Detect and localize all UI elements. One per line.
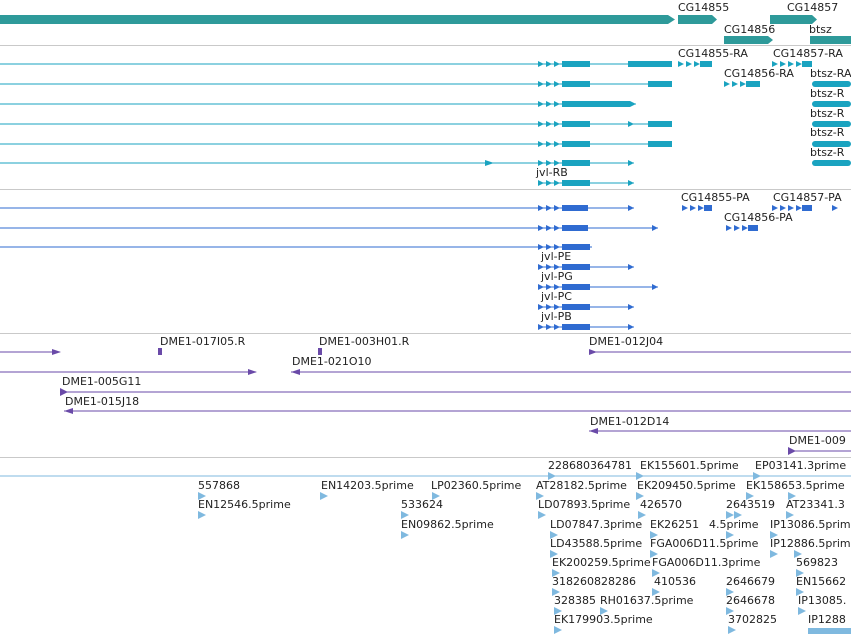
est-label[interactable]: EK179903.5prime bbox=[554, 613, 653, 626]
est-label[interactable]: 2646678 bbox=[726, 594, 775, 607]
gene-label-btsz[interactable]: btsz bbox=[809, 23, 832, 36]
est-glyphs bbox=[0, 472, 851, 634]
protein-label-jvl-pe[interactable]: jvl-PE bbox=[541, 250, 572, 263]
est-label[interactable]: 410536 bbox=[654, 575, 696, 588]
est-label[interactable]: IP13085. bbox=[798, 594, 847, 607]
gene-label-cg14855[interactable]: CG14855 bbox=[678, 1, 730, 14]
est-label[interactable]: 569823 bbox=[796, 556, 838, 569]
track-divider bbox=[0, 45, 851, 46]
protein-glyphs bbox=[0, 205, 838, 330]
transcript-label-btsz[interactable]: btsz-R bbox=[810, 107, 845, 120]
est-label[interactable]: EK209450.5prime bbox=[637, 479, 736, 492]
est-label[interactable]: 328385 bbox=[554, 594, 596, 607]
protein-label-cg14855-pa[interactable]: CG14855-PA bbox=[681, 191, 750, 204]
est-label[interactable]: EP03141.3prime bbox=[755, 459, 847, 472]
est-track: 228680364781 EK155601.5prime EP03141.3pr… bbox=[0, 458, 851, 641]
track-divider bbox=[0, 333, 851, 334]
clone-label-017i05[interactable]: DME1-017I05.R bbox=[160, 335, 246, 348]
est-label[interactable]: RH01637.5prime bbox=[600, 594, 694, 607]
protein-label-cg14856-pa[interactable]: CG14856-PA bbox=[724, 211, 793, 224]
gene-glyph-cg14857 bbox=[770, 15, 817, 24]
est-label[interactable]: 533624 bbox=[401, 498, 443, 511]
est-label[interactable]: EN09862.5prime bbox=[401, 518, 494, 531]
est-label[interactable]: IP12886.5prime bbox=[770, 537, 851, 550]
gene-glyph-btsz bbox=[810, 36, 851, 44]
gene-glyph-jvl bbox=[0, 15, 675, 24]
transcript-track: CG14855-RA CG14857-RA CG14856-RA btsz-RA… bbox=[0, 46, 851, 188]
clone-label-012j04[interactable]: DME1-012J04 bbox=[589, 335, 664, 348]
est-label[interactable]: EN15662 bbox=[796, 575, 847, 588]
clone-label-005g11[interactable]: DME1-005G11 bbox=[62, 375, 142, 388]
est-label[interactable]: IP1288 bbox=[808, 613, 846, 626]
est-label[interactable]: LD07847.3prime bbox=[550, 518, 643, 531]
est-label[interactable]: 228680364781 bbox=[548, 459, 632, 472]
gene-glyph-cg14855 bbox=[678, 15, 717, 24]
gene-glyphs bbox=[0, 15, 851, 44]
est-label[interactable]: 426570 bbox=[640, 498, 682, 511]
est-label[interactable]: 4.5prime bbox=[709, 518, 759, 531]
est-label[interactable]: LD07893.5prime bbox=[538, 498, 631, 511]
est-label[interactable]: AT23341.3 bbox=[786, 498, 845, 511]
transcript-label-btsz[interactable]: btsz-R bbox=[810, 126, 845, 139]
protein-label-jvl-pb[interactable]: jvl-PB bbox=[541, 310, 572, 323]
protein-label-cg14857-pa[interactable]: CG14857-PA bbox=[773, 191, 842, 204]
clone-label-012d14[interactable]: DME1-012D14 bbox=[590, 415, 670, 428]
transcript-label-btsz[interactable]: btsz-R bbox=[810, 146, 845, 159]
est-label[interactable]: EK26251 bbox=[650, 518, 700, 531]
est-label[interactable]: 2646679 bbox=[726, 575, 775, 588]
transcript-label-btsz[interactable]: btsz-R bbox=[810, 87, 845, 100]
transcript-label-cg14855-ra[interactable]: CG14855-RA bbox=[678, 47, 748, 60]
est-label[interactable]: FGA006D11.3prime bbox=[652, 556, 761, 569]
protein-track: CG14855-PA CG14857-PA CG14856-PA jvl-PE … bbox=[0, 190, 851, 332]
est-label[interactable]: 2643519 bbox=[726, 498, 775, 511]
track-divider bbox=[0, 457, 851, 458]
transcript-label-cg14857-ra[interactable]: CG14857-RA bbox=[773, 47, 843, 60]
est-label[interactable]: FGA006D11.5prime bbox=[650, 537, 759, 550]
est-label[interactable]: EK158653.5prime bbox=[746, 479, 845, 492]
est-label[interactable]: 557868 bbox=[198, 479, 240, 492]
est-label[interactable]: EN12546.5prime bbox=[198, 498, 291, 511]
protein-label-jvl-pg[interactable]: jvl-PG bbox=[541, 270, 573, 283]
clone-label-009[interactable]: DME1-009 bbox=[789, 434, 846, 447]
est-label[interactable]: IP13086.5prime bbox=[770, 518, 851, 531]
gene-glyph-cg14856 bbox=[724, 36, 773, 44]
clone-label-021o10[interactable]: DME1-021O10 bbox=[292, 355, 372, 368]
gene-label-cg14856[interactable]: CG14856 bbox=[724, 23, 776, 36]
track-divider bbox=[0, 189, 851, 190]
transcript-label-cg14856-ra[interactable]: CG14856-RA bbox=[724, 67, 794, 80]
est-label[interactable]: LP02360.5prime bbox=[431, 479, 522, 492]
est-label[interactable]: 318260828286 bbox=[552, 575, 636, 588]
gene-track: CG14855 CG14857 CG14856 btsz bbox=[0, 0, 851, 44]
est-label[interactable]: AT28182.5prime bbox=[536, 479, 627, 492]
clone-track: DME1-017I05.R DME1-003H01.R DME1-012J04 … bbox=[0, 334, 851, 456]
est-label[interactable]: EK155601.5prime bbox=[640, 459, 739, 472]
est-label[interactable]: EN14203.5prime bbox=[321, 479, 414, 492]
transcript-glyphs bbox=[0, 61, 851, 186]
est-label[interactable]: LD43588.5prime bbox=[550, 537, 643, 550]
clone-label-015j18[interactable]: DME1-015J18 bbox=[65, 395, 140, 408]
est-label[interactable]: 3702825 bbox=[728, 613, 777, 626]
gene-label-cg14857[interactable]: CG14857 bbox=[787, 1, 839, 14]
clone-glyphs bbox=[0, 348, 851, 455]
transcript-label-jvl-rb[interactable]: jvl-RB bbox=[536, 166, 568, 179]
transcript-label-btsz[interactable]: btsz-RA bbox=[810, 67, 851, 80]
est-label[interactable]: EK200259.5prime bbox=[552, 556, 651, 569]
clone-label-003h01[interactable]: DME1-003H01.R bbox=[319, 335, 410, 348]
protein-label-jvl-pc[interactable]: jvl-PC bbox=[541, 290, 572, 303]
